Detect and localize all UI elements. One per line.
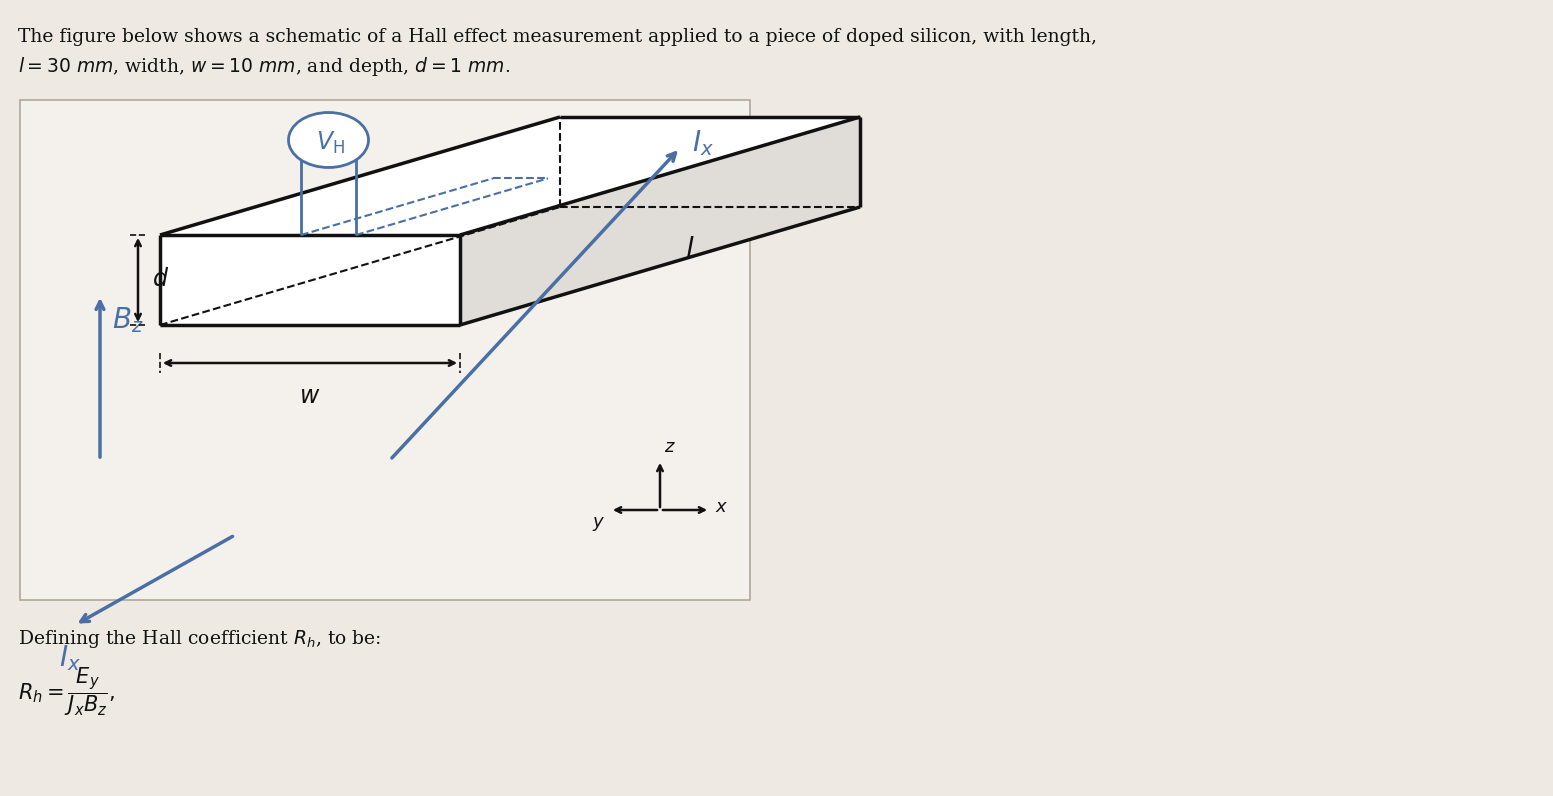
Text: $I_x$: $I_x$ xyxy=(693,128,714,158)
Bar xyxy=(20,100,750,600)
Text: $B_z$: $B_z$ xyxy=(112,305,143,335)
Text: $x$: $x$ xyxy=(714,498,728,516)
Text: $y$: $y$ xyxy=(592,515,606,533)
Text: $d$: $d$ xyxy=(152,268,169,291)
Text: $l$: $l$ xyxy=(685,237,694,264)
Polygon shape xyxy=(160,117,860,235)
Text: $I_x$: $I_x$ xyxy=(59,643,81,673)
Polygon shape xyxy=(160,235,460,325)
Text: $w$: $w$ xyxy=(300,385,320,408)
Text: Defining the Hall coefficient $R_h$, to be:: Defining the Hall coefficient $R_h$, to … xyxy=(19,628,382,650)
Text: $R_h = \dfrac{E_y}{J_x B_z},$: $R_h = \dfrac{E_y}{J_x B_z},$ xyxy=(19,665,115,718)
Text: $l = 30\ mm$, width, $w = 10\ mm$, and depth, $d = 1\ mm$.: $l = 30\ mm$, width, $w = 10\ mm$, and d… xyxy=(19,55,511,78)
Ellipse shape xyxy=(289,112,368,167)
Text: $z$: $z$ xyxy=(665,438,676,456)
Text: The figure below shows a schematic of a Hall effect measurement applied to a pie: The figure below shows a schematic of a … xyxy=(19,28,1096,46)
Text: $V_{\mathrm{H}}$: $V_{\mathrm{H}}$ xyxy=(317,130,345,156)
Polygon shape xyxy=(460,117,860,325)
